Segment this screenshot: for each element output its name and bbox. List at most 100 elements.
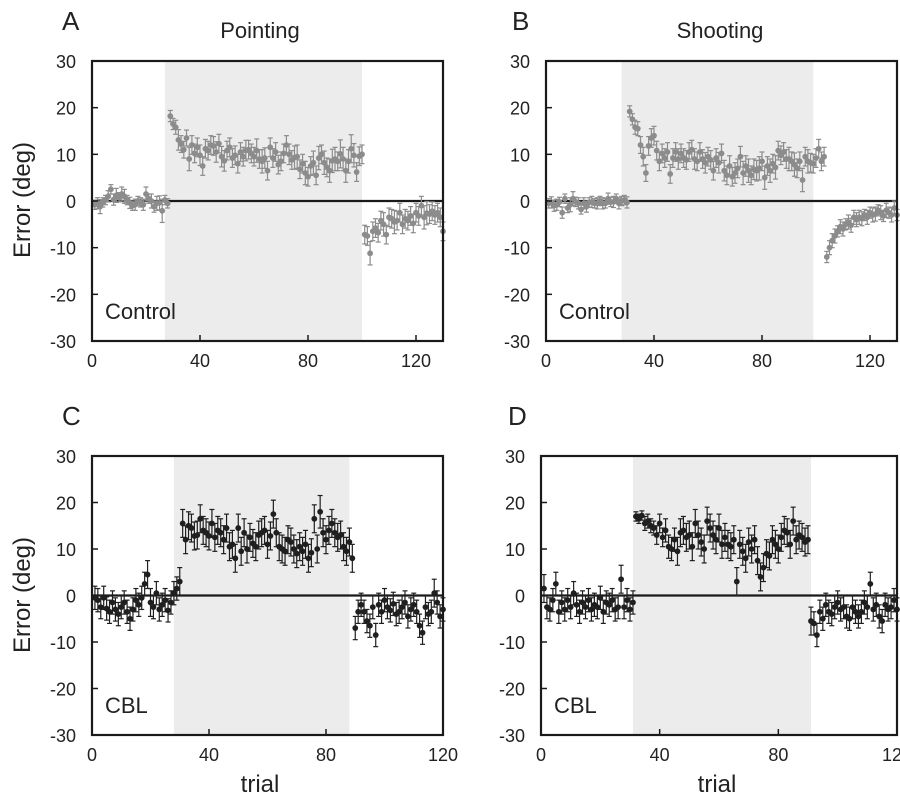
data-marker <box>778 534 784 540</box>
data-point <box>618 565 624 593</box>
data-marker <box>352 625 358 631</box>
data-point <box>814 623 820 646</box>
data-marker <box>288 539 294 545</box>
data-point <box>402 591 408 614</box>
data-marker <box>359 151 365 157</box>
x-tick-label: 40 <box>199 745 219 765</box>
chart-panel-b: 3020100-10-20-300 40 80 120ControlB Shooting <box>504 6 900 371</box>
data-point <box>867 572 873 595</box>
data-marker <box>675 156 681 162</box>
data-marker <box>373 632 379 638</box>
data-marker <box>719 151 725 157</box>
chart-panel-d: 3020100-10-20-3004080120CBLD <box>499 401 900 765</box>
data-marker <box>797 158 803 164</box>
data-marker <box>740 170 746 176</box>
data-marker <box>200 163 206 169</box>
data-marker <box>178 141 184 147</box>
y-tick-label: 10 <box>56 145 76 165</box>
data-marker <box>576 200 582 206</box>
group-label: Control <box>559 299 630 324</box>
data-marker <box>673 149 679 155</box>
data-marker <box>348 146 354 152</box>
data-marker <box>184 135 190 141</box>
data-marker <box>864 604 870 610</box>
chart-panel-a: 3020100-10-20-300 40 80 120ControlA Pointing <box>50 6 446 371</box>
y-tick-label: -10 <box>504 239 530 259</box>
data-marker <box>145 572 151 578</box>
panel-letter: B <box>512 6 529 36</box>
data-marker <box>205 148 211 154</box>
data-point <box>389 209 395 228</box>
data-marker <box>311 516 317 522</box>
data-marker <box>400 221 406 227</box>
data-point <box>879 609 885 632</box>
data-marker <box>737 541 743 547</box>
group-label: Control <box>105 299 176 324</box>
data-marker <box>667 171 673 177</box>
data-point <box>151 596 157 619</box>
data-marker <box>221 158 227 164</box>
data-marker <box>562 196 568 202</box>
data-marker <box>326 528 332 534</box>
group-label: CBL <box>105 693 148 718</box>
data-marker <box>420 630 426 636</box>
data-marker <box>800 177 806 183</box>
data-marker <box>186 156 192 162</box>
data-marker <box>657 158 663 164</box>
data-marker <box>719 541 725 547</box>
data-marker <box>216 141 222 147</box>
data-marker <box>816 146 822 152</box>
panel-letter: A <box>62 6 80 36</box>
data-marker <box>284 142 290 148</box>
data-marker <box>735 165 741 171</box>
data-marker <box>101 595 107 601</box>
data-marker <box>640 154 646 160</box>
y-tick-label: 20 <box>56 99 76 119</box>
data-marker <box>365 233 371 239</box>
data-marker <box>375 230 381 236</box>
group-label: CBL <box>554 693 597 718</box>
data-marker <box>294 154 300 160</box>
data-marker <box>746 539 752 545</box>
data-point <box>399 596 405 619</box>
data-marker <box>704 518 710 524</box>
data-marker <box>701 546 707 552</box>
data-marker <box>817 609 823 615</box>
y-tick-label: 0 <box>66 192 76 212</box>
data-point <box>553 572 559 595</box>
data-marker <box>232 152 238 158</box>
y-tick-label: 20 <box>510 99 530 119</box>
data-marker <box>140 202 146 208</box>
data-marker <box>212 534 218 540</box>
data-marker <box>618 576 624 582</box>
data-marker <box>615 604 621 610</box>
data-marker <box>165 607 171 613</box>
data-marker <box>821 154 827 160</box>
data-marker <box>297 166 303 172</box>
data-marker <box>423 604 429 610</box>
data-marker <box>165 200 171 206</box>
data-marker <box>235 525 241 531</box>
data-marker <box>370 604 376 610</box>
data-marker <box>727 163 733 169</box>
panel-title: Pointing <box>220 18 300 43</box>
data-marker <box>278 158 284 164</box>
y-tick-label: 20 <box>505 494 525 514</box>
data-marker <box>428 609 434 615</box>
data-point <box>882 593 888 616</box>
data-marker <box>383 232 389 238</box>
data-marker <box>240 154 246 160</box>
data-marker <box>670 155 676 161</box>
data-marker <box>317 509 323 515</box>
data-marker <box>660 534 666 540</box>
data-point <box>870 598 876 621</box>
chart-panel-c: 3020100-10-20-300 40 80 120CBLC <box>50 401 458 765</box>
x-tick-label: 120 <box>882 745 900 765</box>
data-marker <box>349 555 355 561</box>
data-marker <box>367 250 373 256</box>
data-marker <box>630 116 636 122</box>
data-marker <box>829 611 835 617</box>
data-marker <box>758 574 764 580</box>
data-marker <box>346 158 352 164</box>
data-marker <box>559 600 565 606</box>
